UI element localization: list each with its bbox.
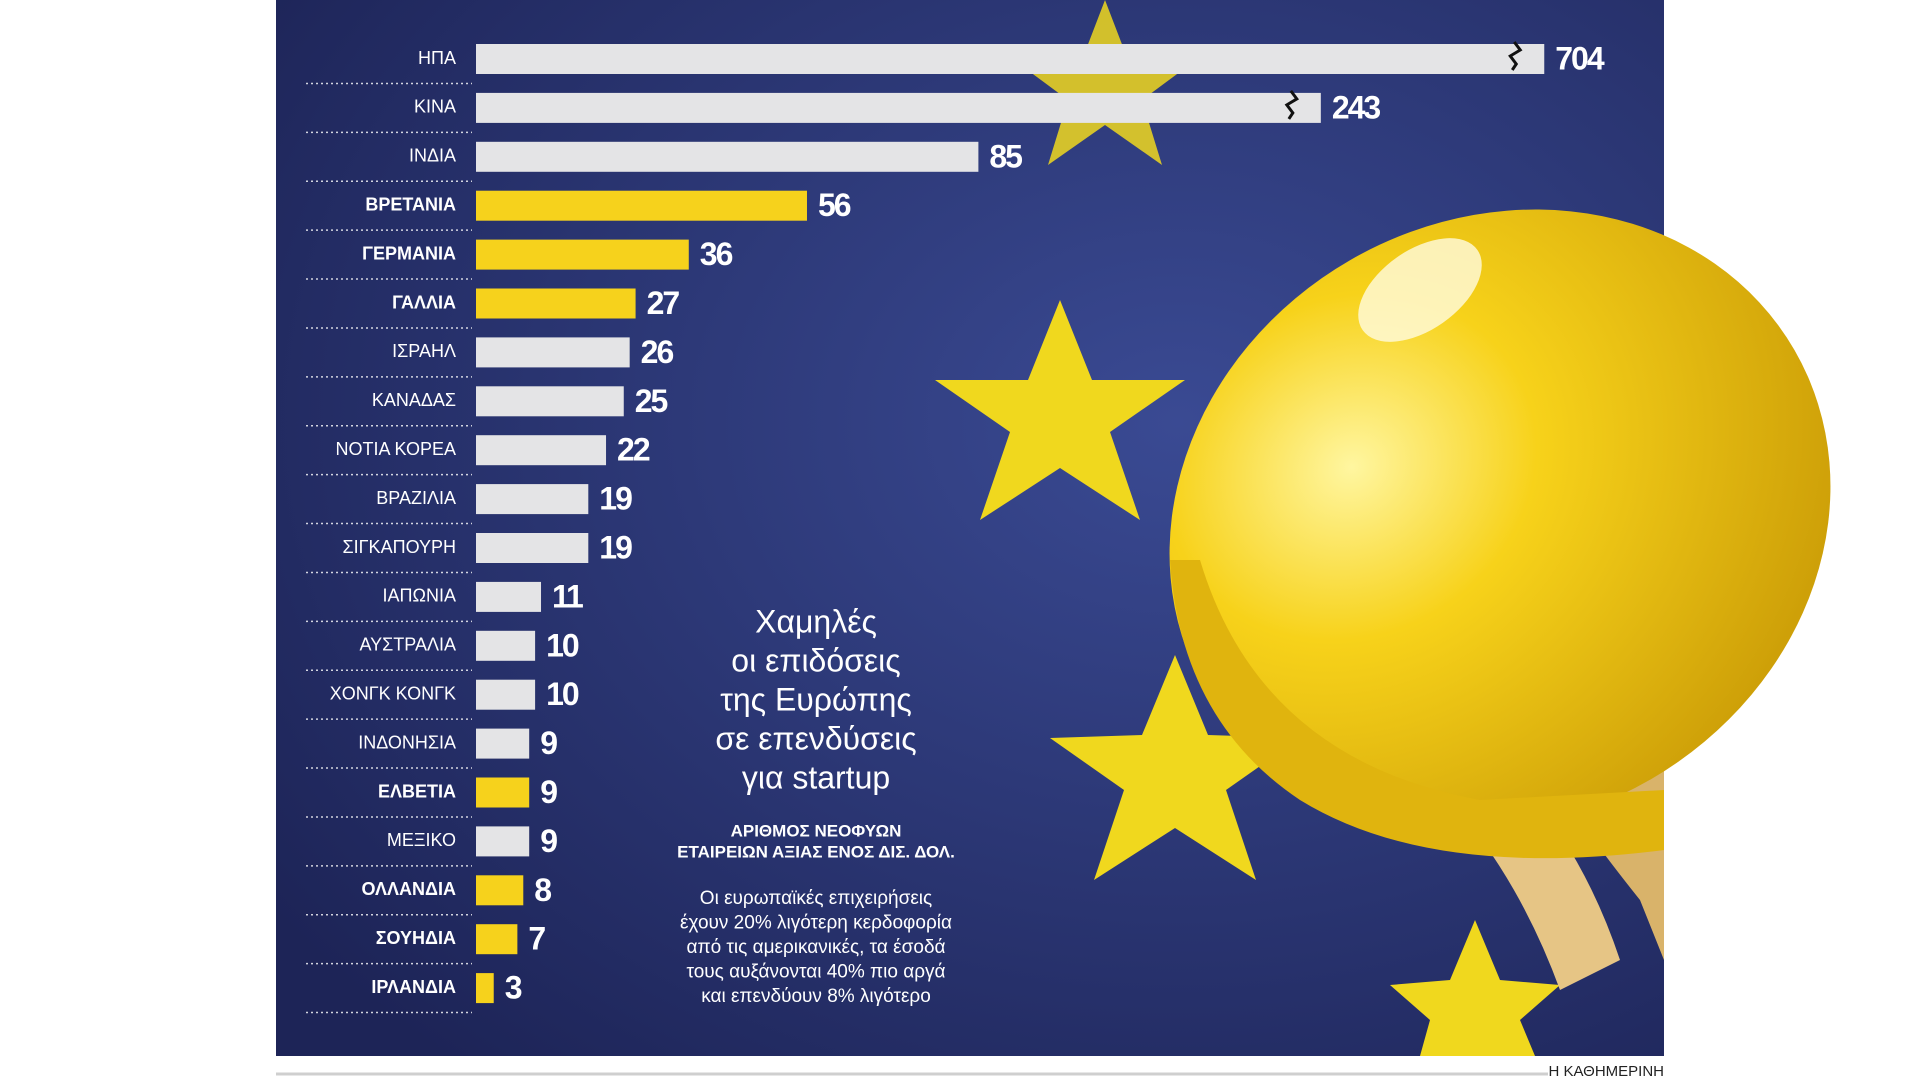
decor-helmet xyxy=(1169,209,1831,990)
value-label: 243 xyxy=(1332,89,1381,125)
value-label: 10 xyxy=(546,676,579,712)
category-label: ΝΟΤΙΑ ΚΟΡΕΑ xyxy=(336,439,456,459)
decor-stars xyxy=(935,0,1560,1056)
title-line: της Ευρώπης xyxy=(720,681,912,717)
note-line: τους αυξάνονται 40% πιο αργά xyxy=(686,962,945,983)
category-label: ΚΑΝΑΔΑΣ xyxy=(372,390,456,410)
value-label: 704 xyxy=(1555,40,1605,76)
value-label: 22 xyxy=(617,432,650,468)
note-line: από τις αμερικανικές, τα έσοδά xyxy=(686,937,945,958)
category-label: ΒΡΕΤΑΝΙΑ xyxy=(365,194,456,214)
value-label: 36 xyxy=(700,236,733,272)
category-label: ΒΡΑΖΙΛΙΑ xyxy=(376,488,456,508)
category-label: ΣΙΓΚΑΠΟΥΡΗ xyxy=(343,537,456,557)
bar xyxy=(476,239,689,270)
value-label: 9 xyxy=(540,774,557,810)
title-line: για startup xyxy=(742,759,890,795)
category-label: ΙΣΡΑΗΛ xyxy=(392,341,456,361)
category-label: ΣΟΥΗΔΙΑ xyxy=(376,928,456,948)
bar xyxy=(476,44,1545,74)
category-label: ΑΥΣΤΡΑΛΙΑ xyxy=(359,635,456,655)
bar xyxy=(476,92,1321,123)
category-label: ΓΕΡΜΑΝΙΑ xyxy=(362,243,456,263)
bar xyxy=(476,386,624,417)
bar xyxy=(476,777,530,808)
category-label: ΙΡΛΑΝΔΙΑ xyxy=(371,977,456,997)
category-label: ΜΕΞΙΚΟ xyxy=(387,830,456,850)
title-line: σε επενδύσεις xyxy=(715,720,916,756)
value-label: 3 xyxy=(505,970,522,1006)
category-label: ΙΝΔΙΑ xyxy=(409,146,456,166)
bar xyxy=(476,875,524,906)
bar xyxy=(476,288,636,319)
value-label: 19 xyxy=(599,481,632,517)
value-label: 56 xyxy=(818,187,851,223)
category-label: ΕΛΒΕΤΙΑ xyxy=(378,781,456,801)
value-label: 11 xyxy=(552,578,583,614)
bar xyxy=(476,435,607,466)
bar xyxy=(476,924,518,955)
value-label: 9 xyxy=(540,823,557,859)
category-label: ΙΑΠΩΝΙΑ xyxy=(383,586,456,606)
note-line: και επενδύουν 8% λιγότερο xyxy=(701,986,931,1007)
value-label: 27 xyxy=(647,285,680,321)
bar xyxy=(476,728,530,759)
category-label: ΚΙΝΑ xyxy=(414,97,456,117)
value-label: 26 xyxy=(641,334,674,370)
value-label: 19 xyxy=(599,529,632,565)
bar xyxy=(476,141,979,172)
bar xyxy=(476,826,530,857)
bar xyxy=(476,679,536,710)
bar xyxy=(476,337,630,368)
value-label: 85 xyxy=(989,138,1022,174)
category-label: ΗΠΑ xyxy=(418,48,456,68)
note-line: έχουν 20% λιγότερη κερδοφορία xyxy=(680,913,952,934)
note-line: Οι ευρωπαϊκές επιχειρήσεις xyxy=(700,888,932,909)
axis-break xyxy=(1284,90,1300,120)
value-label: 8 xyxy=(534,872,551,908)
title-line: οι επιδόσεις xyxy=(731,642,900,678)
bar xyxy=(476,973,494,1004)
value-label: 10 xyxy=(546,627,579,663)
bar xyxy=(476,190,807,221)
bar xyxy=(476,581,542,612)
bar xyxy=(476,630,536,661)
value-label: 9 xyxy=(540,725,557,761)
axis-break xyxy=(1508,41,1523,71)
subtitle: ΑΡΙΘΜΟΣ ΝΕΟΦΥΩΝ ΕΤΑΙΡΕΙΩΝ ΑΞΙΑΣ ΕΝΟΣ ΔΙΣ.… xyxy=(677,821,955,861)
subtitle-line: ΕΤΑΙΡΕΙΩΝ ΑΞΙΑΣ ΕΝΟΣ ΔΙΣ. ΔΟΛ. xyxy=(677,842,955,861)
value-label: 25 xyxy=(635,383,668,419)
value-label: 7 xyxy=(528,921,545,957)
subtitle-line: ΑΡΙΘΜΟΣ ΝΕΟΦΥΩΝ xyxy=(731,821,902,840)
title-line: Χαμηλές xyxy=(755,603,877,639)
category-label: ΓΑΛΛΙΑ xyxy=(392,292,456,312)
source: Η ΚΑΘΗΜΕΡΙΝΗ xyxy=(1548,1063,1664,1080)
bar xyxy=(476,484,589,515)
category-label: ΟΛΛΑΝΔΙΑ xyxy=(362,879,456,899)
category-label: ΙΝΔΟΝΗΣΙΑ xyxy=(358,732,456,752)
bar xyxy=(476,533,589,563)
note: Οι ευρωπαϊκές επιχειρήσεις έχουν 20% λιγό… xyxy=(680,888,952,1007)
category-label: ΧΟΝΓΚ ΚΟΝΓΚ xyxy=(330,683,456,703)
